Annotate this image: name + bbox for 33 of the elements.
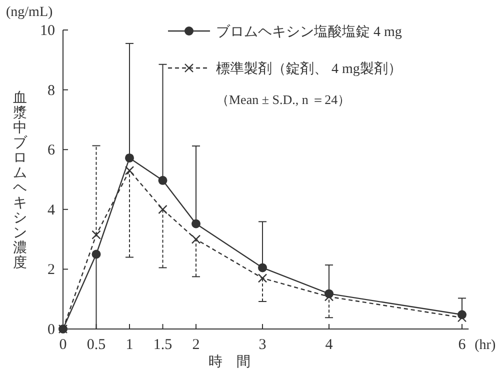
annotation: （Mean ± S.D., n ＝24） [216,92,351,107]
y-tick-label: 4 [48,202,56,218]
x-tick-label: 2 [192,337,200,353]
text: 血漿中ブロムヘキシン濃度 [13,91,27,271]
point [125,153,134,162]
point [258,263,267,272]
point [158,204,168,214]
x-tick-label: 0 [59,337,67,353]
point [92,250,101,259]
point [192,219,200,228]
legend-label: 標準製剤（錠剤、 4 mg製剤） [216,61,402,77]
legend-label: ブロムヘキシン塩酸塩錠 4 mg [216,24,402,40]
point [124,166,134,176]
point [158,176,168,185]
point [324,292,334,302]
x-tick-label: 3 [258,337,266,353]
x-tick-label: 1 [126,337,134,353]
point [191,234,201,244]
point [92,230,101,240]
x-tick-label: 0.5 [86,337,106,353]
y-tick-label: 0 [48,322,55,338]
x-tick-label: 4 [325,337,334,353]
x-tick-label: 6 [458,337,466,353]
y-tick-label: 6 [48,142,56,159]
text: (hr) [474,338,496,353]
point [258,274,268,283]
y-tick-label: 2 [48,262,55,278]
text: (ng/mL) [6,5,53,20]
y-tick-label: 8 [48,82,55,99]
y-tick-label: 10 [40,23,55,39]
point [457,313,467,322]
x-tick-label: 1.5 [153,337,172,353]
x-axis-title: 時 間 [208,354,250,370]
